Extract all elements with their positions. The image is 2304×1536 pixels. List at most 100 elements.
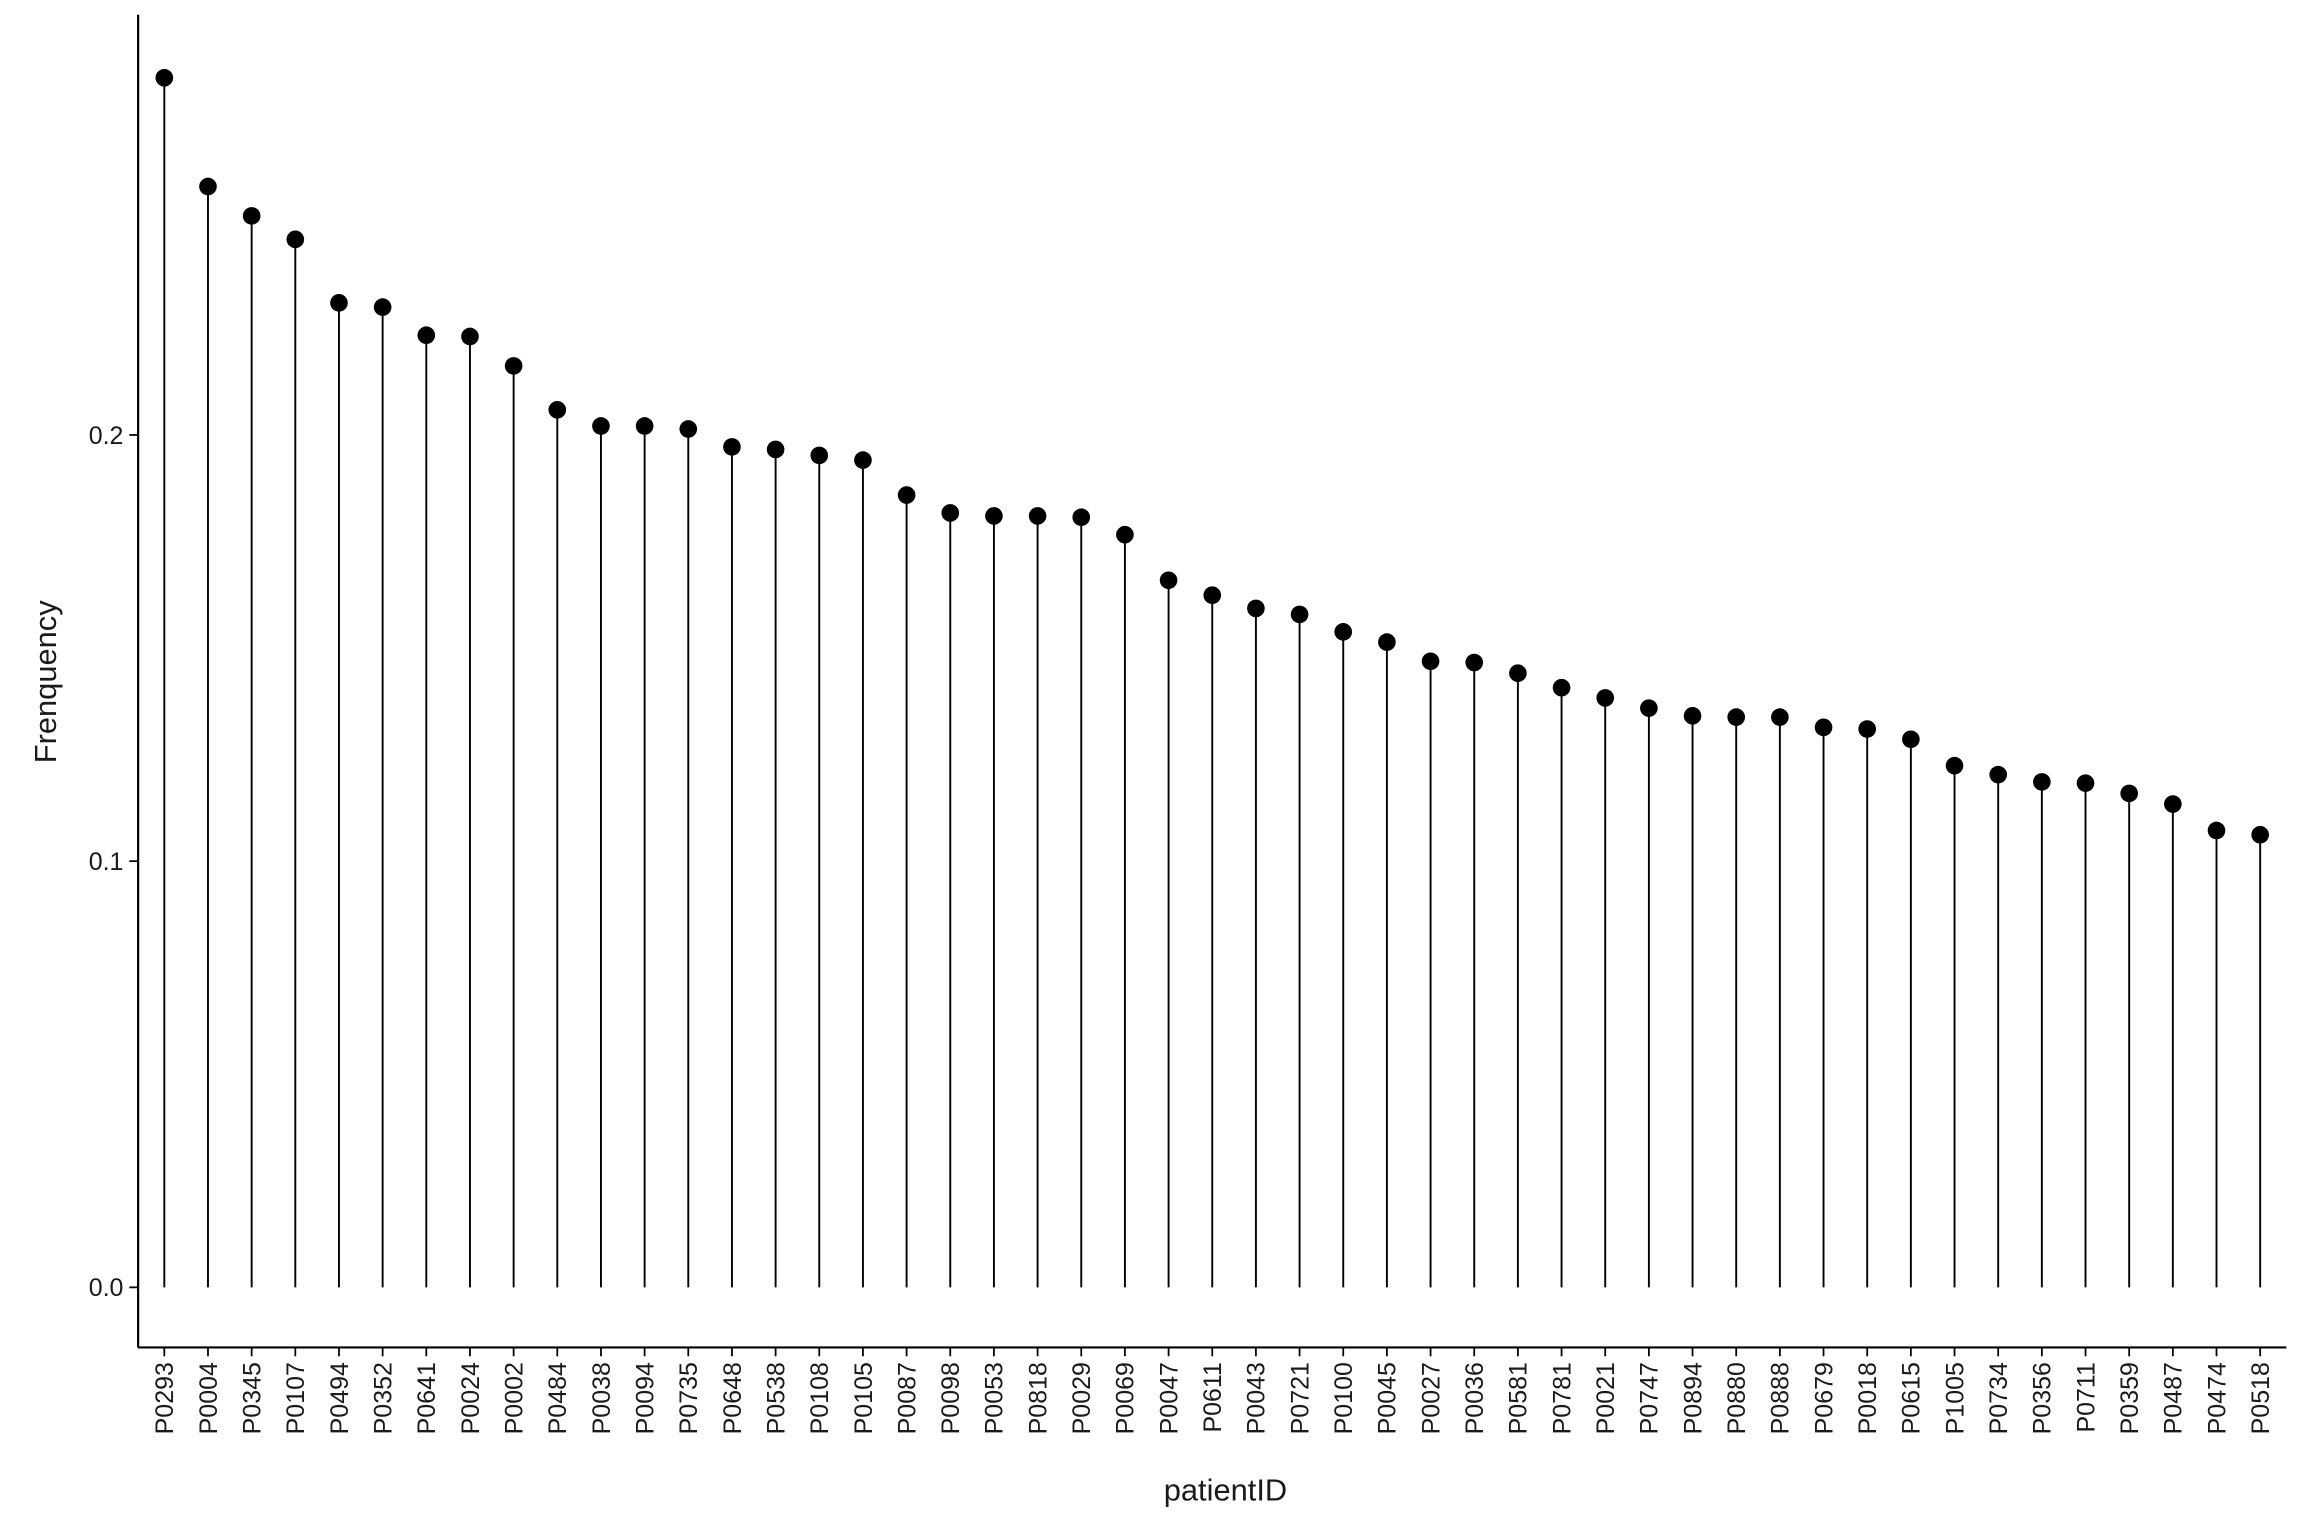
x-tick-label: P0053 bbox=[981, 1362, 1009, 1434]
y-tick-label: 0.1 bbox=[89, 848, 124, 876]
lollipop-dot bbox=[1247, 599, 1265, 618]
x-tick-label: P0818 bbox=[1024, 1362, 1052, 1434]
x-tick-label: P0781 bbox=[1548, 1362, 1576, 1434]
x-tick-label: P0894 bbox=[1679, 1362, 1707, 1434]
x-tick-label: P0094 bbox=[631, 1362, 659, 1434]
lollipop-dot bbox=[1945, 756, 1964, 775]
x-tick-label: P0494 bbox=[326, 1362, 354, 1434]
lollipop-dot bbox=[1902, 730, 1920, 749]
y-tick-label: 0.0 bbox=[89, 1274, 124, 1302]
lollipop-dot bbox=[1552, 678, 1571, 697]
lollipop-dot bbox=[1814, 718, 1833, 737]
lollipop-dot bbox=[286, 230, 305, 249]
lollipop-dot bbox=[1378, 633, 1396, 651]
lollipop-dot bbox=[985, 507, 1003, 525]
x-tick-label: P0027 bbox=[1417, 1362, 1445, 1434]
lollipop-dot bbox=[330, 294, 348, 312]
lollipop-dot bbox=[2120, 784, 2138, 803]
lollipop-dot bbox=[1858, 720, 1877, 738]
x-tick-label: P0711 bbox=[2072, 1362, 2100, 1432]
x-tick-label: P0036 bbox=[1461, 1362, 1489, 1434]
lollipop-dot bbox=[1989, 765, 2008, 784]
lollipop-dot bbox=[592, 417, 610, 435]
x-tick-label: P0641 bbox=[413, 1362, 441, 1434]
lollipop-dot bbox=[941, 504, 960, 522]
x-tick-label: P0538 bbox=[762, 1362, 790, 1434]
lollipop-dot bbox=[2207, 821, 2226, 840]
lollipop-dot bbox=[1771, 708, 1789, 726]
x-tick-label: P0100 bbox=[1330, 1362, 1358, 1434]
x-axis-title: patientID bbox=[1164, 1472, 1287, 1507]
lollipop-dot bbox=[1290, 605, 1309, 624]
lollipop-dot bbox=[723, 438, 741, 456]
x-tick-label: P0615 bbox=[1898, 1362, 1926, 1434]
lollipop-dot bbox=[504, 357, 523, 375]
x-tick-label: P0487 bbox=[2160, 1362, 2188, 1434]
x-tick-label: P0038 bbox=[588, 1362, 616, 1434]
x-tick-label: P0648 bbox=[719, 1362, 747, 1434]
x-tick-label: P0029 bbox=[1068, 1362, 1096, 1434]
x-tick-label: P0474 bbox=[2203, 1362, 2231, 1434]
x-tick-label: P0098 bbox=[937, 1362, 965, 1434]
lollipop-dot bbox=[2164, 795, 2182, 813]
x-tick-label: P0069 bbox=[1112, 1362, 1140, 1434]
x-tick-label: P0107 bbox=[282, 1362, 310, 1434]
x-tick-label: P0024 bbox=[457, 1362, 485, 1434]
lollipop-dot bbox=[2076, 774, 2095, 792]
lollipop-dot bbox=[2033, 773, 2051, 791]
lollipop-dot bbox=[1203, 586, 1222, 605]
x-tick-label: P0484 bbox=[544, 1362, 572, 1434]
lollipop-dot bbox=[679, 420, 698, 438]
lollipop-dot bbox=[854, 451, 872, 469]
x-tick-label: P0045 bbox=[1374, 1362, 1402, 1434]
y-tick-label: 0.2 bbox=[89, 422, 124, 450]
lollipop-dot bbox=[199, 177, 217, 196]
lollipop-dot bbox=[1727, 708, 1746, 726]
x-tick-label: P0105 bbox=[850, 1362, 878, 1434]
x-tick-label: P0345 bbox=[238, 1362, 266, 1434]
x-tick-label: P0518 bbox=[2247, 1362, 2275, 1434]
x-tick-label: P0047 bbox=[1155, 1362, 1183, 1434]
x-tick-label: P1005 bbox=[1941, 1362, 1969, 1434]
lollipop-dot bbox=[1596, 689, 1615, 707]
lollipop-dot bbox=[417, 326, 436, 345]
x-tick-label: P0880 bbox=[1723, 1362, 1751, 1434]
x-tick-label: P0721 bbox=[1286, 1362, 1314, 1434]
x-tick-label: P0021 bbox=[1592, 1362, 1620, 1434]
x-tick-label: P0734 bbox=[1985, 1362, 2013, 1434]
lollipop-dot bbox=[1116, 525, 1134, 544]
lollipop-dot bbox=[635, 417, 654, 435]
lollipop-dot bbox=[373, 298, 392, 316]
lollipop-dot bbox=[1509, 664, 1527, 683]
x-tick-label: P0359 bbox=[2116, 1362, 2144, 1434]
lollipop-dot bbox=[1465, 653, 1484, 672]
lollipop-dot bbox=[1072, 508, 1091, 527]
x-tick-label: P0611 bbox=[1199, 1362, 1227, 1432]
lollipop-dot bbox=[766, 440, 785, 459]
lollipop-dot bbox=[242, 207, 261, 225]
x-tick-label: P0352 bbox=[369, 1362, 397, 1434]
x-tick-label: P0002 bbox=[500, 1362, 528, 1434]
lollipop-dot bbox=[1683, 707, 1702, 725]
lollipop-dot bbox=[1159, 571, 1178, 590]
lollipop-dot bbox=[810, 446, 829, 465]
x-tick-label: P0018 bbox=[1854, 1362, 1882, 1434]
lollipop-dot bbox=[548, 400, 567, 419]
lollipop-dot bbox=[1028, 507, 1047, 525]
lollipop-dot bbox=[155, 68, 174, 87]
lollipop-dot bbox=[1421, 652, 1440, 671]
x-tick-label: P0747 bbox=[1636, 1362, 1664, 1434]
x-tick-label: P0888 bbox=[1767, 1362, 1795, 1434]
lollipop-dot bbox=[1334, 623, 1353, 641]
x-tick-label: P0108 bbox=[806, 1362, 834, 1434]
lollipop-dot bbox=[461, 327, 479, 346]
x-tick-label: P0004 bbox=[195, 1362, 223, 1434]
x-tick-label: P0293 bbox=[151, 1362, 179, 1434]
x-tick-label: P0087 bbox=[893, 1362, 921, 1434]
lollipop-dot bbox=[1640, 699, 1658, 717]
lollipop-dot bbox=[897, 486, 916, 504]
x-tick-label: P0679 bbox=[1810, 1362, 1838, 1434]
x-tick-label: P0043 bbox=[1243, 1362, 1271, 1434]
x-tick-label: P0581 bbox=[1505, 1362, 1533, 1434]
